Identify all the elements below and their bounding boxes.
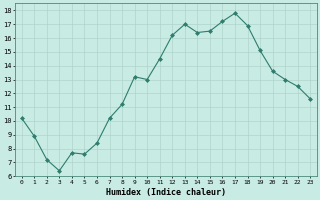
X-axis label: Humidex (Indice chaleur): Humidex (Indice chaleur) [106,188,226,197]
